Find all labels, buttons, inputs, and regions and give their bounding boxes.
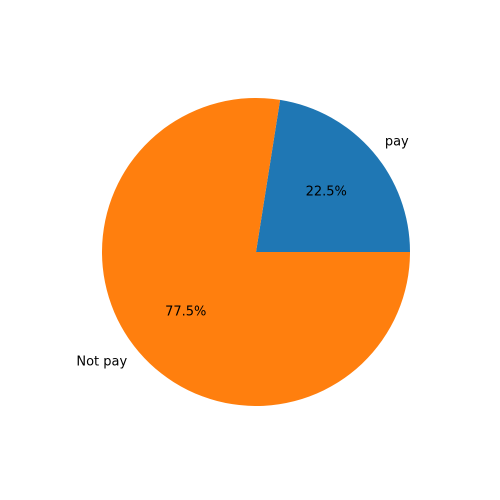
slice-label-pay: pay	[385, 134, 409, 149]
pie-slice-not-pay	[101, 98, 411, 407]
pie-labels: pay 22.5% Not pay 77.5%	[76, 134, 409, 369]
pie-slice-pay	[256, 99, 410, 252]
slice-percent-pay: 22.5%	[306, 184, 347, 199]
slice-percent-not-pay: 77.5%	[165, 305, 206, 320]
pie-slices	[101, 98, 411, 407]
slice-label-not-pay: Not pay	[76, 355, 127, 370]
